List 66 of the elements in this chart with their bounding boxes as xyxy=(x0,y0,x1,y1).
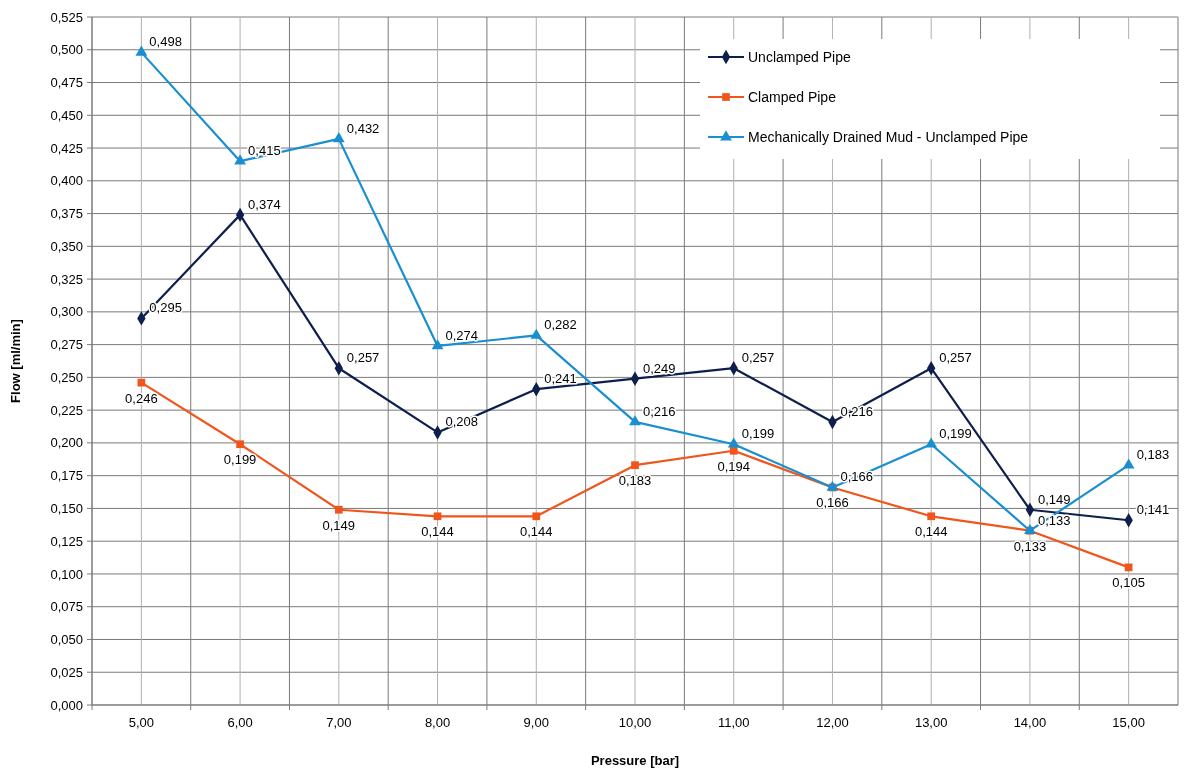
y-tick-label: 0,225 xyxy=(50,402,83,418)
y-tick-label: 0,500 xyxy=(50,42,83,58)
data-label: 0,199 xyxy=(939,426,972,442)
y-tick-label: 0,450 xyxy=(50,107,83,123)
y-tick-label: 0,350 xyxy=(50,238,83,254)
data-label: 0,194 xyxy=(717,458,750,474)
x-tick-label: 11,00 xyxy=(717,715,750,730)
data-label: 0,105 xyxy=(1112,575,1145,591)
data-label: 0,216 xyxy=(643,403,676,419)
x-tick-label: 9,00 xyxy=(523,715,549,730)
x-tick-label: 15,00 xyxy=(1112,715,1145,730)
legend-label: Unclamped Pipe xyxy=(748,48,851,65)
y-tick-label: 0,525 xyxy=(50,9,83,25)
data-label: 0,374 xyxy=(248,196,281,212)
y-tick-label: 0,250 xyxy=(50,369,83,385)
y-tick-label: 0,075 xyxy=(50,599,83,615)
y-tick-label: 0,000 xyxy=(50,697,83,713)
x-tick-label: 14,00 xyxy=(1013,715,1047,730)
x-tick-label: 12,00 xyxy=(816,715,849,730)
y-axis-title: Flow [ml/min] xyxy=(8,319,23,403)
y-tick-label: 0,025 xyxy=(50,664,83,680)
data-label: 0,141 xyxy=(1136,502,1170,518)
x-tick-label: 13,00 xyxy=(914,715,948,730)
data-label: 0,144 xyxy=(914,524,948,540)
x-axis-title: Pressure [bar] xyxy=(590,753,680,768)
data-label: 0,183 xyxy=(1136,447,1170,463)
data-label: 0,257 xyxy=(741,350,775,366)
x-tick-label: 7,00 xyxy=(326,715,352,730)
y-tick-label: 0,050 xyxy=(50,632,83,648)
data-label: 0,183 xyxy=(618,473,652,489)
y-tick-label: 0,325 xyxy=(50,271,83,287)
y-tick-label: 0,125 xyxy=(50,533,83,549)
y-tick-label: 0,100 xyxy=(50,566,83,582)
data-label: 0,257 xyxy=(346,350,380,366)
data-label: 0,199 xyxy=(741,426,775,442)
x-tick-label: 10,00 xyxy=(618,715,652,730)
data-label: 0,149 xyxy=(1037,491,1071,507)
data-label: 0,498 xyxy=(149,34,182,50)
y-tick-label: 0,300 xyxy=(50,304,83,320)
y-tick-label: 0,175 xyxy=(50,468,83,484)
y-tick-label: 0,400 xyxy=(50,173,83,189)
y-tick-label: 0,275 xyxy=(50,337,83,353)
data-label: 0,133 xyxy=(1013,538,1047,554)
data-label: 0,282 xyxy=(544,317,577,333)
data-label: 0,144 xyxy=(520,524,553,540)
data-label: 0,257 xyxy=(939,350,972,366)
data-label: 0,246 xyxy=(125,390,158,406)
data-label: 0,249 xyxy=(643,360,676,376)
legend-label: Clamped Pipe xyxy=(748,88,837,105)
y-tick-label: 0,200 xyxy=(50,435,83,451)
data-label: 0,274 xyxy=(445,327,479,343)
data-label: 0,149 xyxy=(322,517,356,533)
x-tick-label: 6,00 xyxy=(227,715,253,730)
data-label: 0,241 xyxy=(544,371,577,387)
y-tick-label: 0,150 xyxy=(50,500,83,516)
data-label: 0,432 xyxy=(346,120,380,136)
x-tick-label: 5,00 xyxy=(128,715,155,730)
x-tick-label: 8,00 xyxy=(424,715,451,730)
legend-label: Mechanically Drained Mud - Unclamped Pipe xyxy=(748,128,1029,145)
data-label: 0,144 xyxy=(421,524,454,540)
data-label: 0,415 xyxy=(248,143,281,159)
y-tick-label: 0,375 xyxy=(50,206,83,222)
y-tick-label: 0,475 xyxy=(50,75,83,91)
y-tick-label: 0,425 xyxy=(50,140,83,156)
data-label: 0,166 xyxy=(816,495,849,511)
data-label: 0,199 xyxy=(223,452,257,468)
